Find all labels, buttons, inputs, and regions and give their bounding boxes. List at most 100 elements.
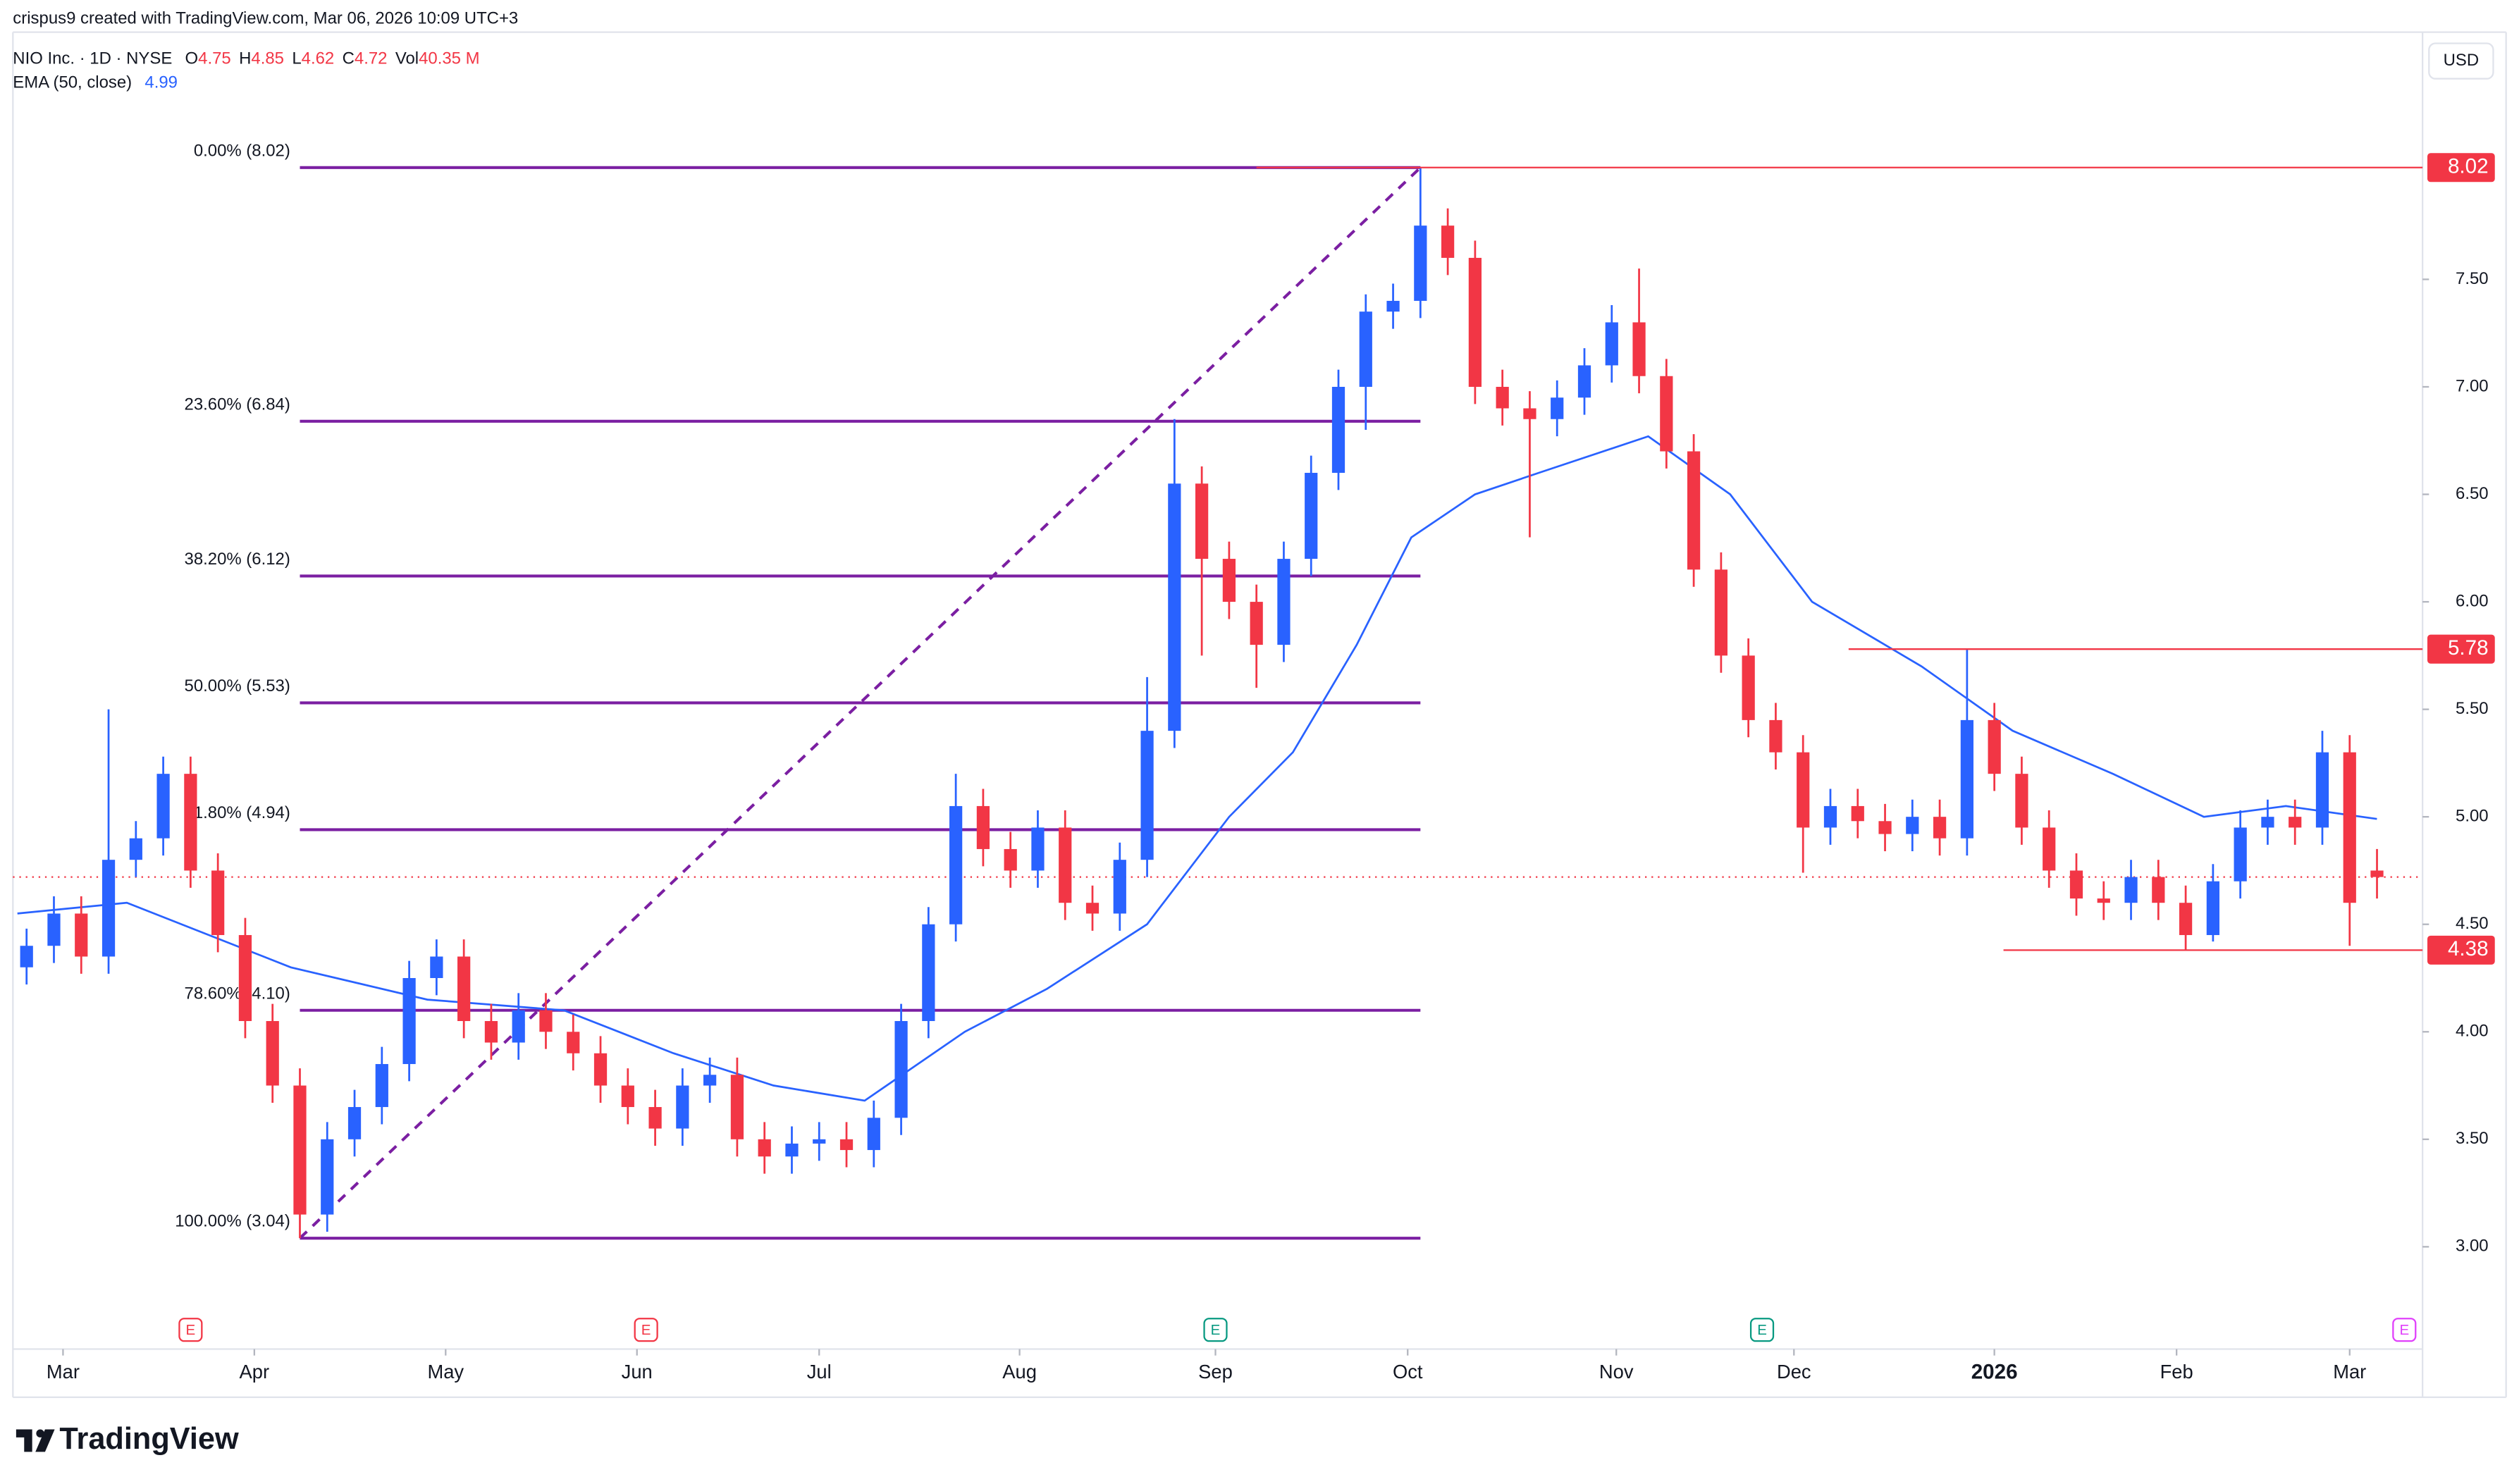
candle-body xyxy=(1851,805,1864,822)
candle-body xyxy=(1386,300,1400,312)
candle-body xyxy=(266,1021,279,1086)
x-tick-label: Dec xyxy=(1777,1361,1811,1383)
event-marker[interactable] xyxy=(1203,1318,1228,1342)
fib-label: 23.60% (6.84) xyxy=(185,395,290,414)
candle-body xyxy=(539,1010,553,1032)
candle-body xyxy=(2315,752,2329,828)
candle-body xyxy=(2015,774,2028,828)
candle-body xyxy=(949,805,963,925)
legend-value: 4.75 xyxy=(198,49,231,68)
x-tick-label: May xyxy=(427,1361,464,1383)
candle-body xyxy=(1823,805,1837,828)
candle-body xyxy=(75,913,88,957)
candle-body xyxy=(293,1085,307,1215)
y-tick-label: 7.00 xyxy=(2456,376,2489,395)
legend-key: H xyxy=(239,49,251,68)
legend-value: 40.35 M xyxy=(419,49,479,68)
candle-body xyxy=(1906,817,1919,834)
x-tick-label: Oct xyxy=(1393,1361,1423,1383)
legend-key: O xyxy=(185,49,199,68)
logo-dot xyxy=(36,1429,44,1437)
candle-body xyxy=(1769,719,1782,753)
x-tick-label: Jul xyxy=(807,1361,832,1383)
candle-body xyxy=(1496,386,1509,409)
currency: USD xyxy=(2444,51,2480,70)
y-tick-label: 6.50 xyxy=(2456,484,2489,503)
candle-body xyxy=(2152,877,2165,903)
x-tick-label: Sep xyxy=(1198,1361,1233,1383)
candle-body xyxy=(1577,365,1591,398)
candle-body xyxy=(47,913,61,946)
candle-body xyxy=(512,1010,525,1043)
candle-body xyxy=(867,1118,880,1151)
candle-body xyxy=(238,934,252,1022)
candle-body xyxy=(402,977,416,1065)
candle-body xyxy=(1113,860,1126,914)
event-marker[interactable] xyxy=(1749,1318,1775,1342)
candle-body xyxy=(1059,827,1072,903)
candle-body xyxy=(1797,752,1810,828)
candle-body xyxy=(2097,898,2110,903)
candle-body xyxy=(1331,386,1345,474)
ema-value: 4.99 xyxy=(144,73,178,92)
fib-label: 50.00% (5.53) xyxy=(185,676,290,695)
candle-body xyxy=(156,774,170,839)
price-label: 8.02 xyxy=(2448,155,2489,178)
x-tick-label: Apr xyxy=(240,1361,270,1383)
candle-body xyxy=(2043,827,2056,871)
event-marker[interactable] xyxy=(178,1318,203,1342)
candle-body xyxy=(730,1075,744,1139)
candle-body xyxy=(129,838,142,860)
x-tick-label: Aug xyxy=(1002,1361,1037,1383)
x-tick-label: Nov xyxy=(1599,1361,1634,1383)
candle-body xyxy=(648,1107,662,1129)
fib-label: 61.80% (4.94) xyxy=(185,803,290,822)
candle-body xyxy=(894,1021,908,1118)
candle-body xyxy=(785,1143,799,1157)
legend-value: 4.62 xyxy=(302,49,335,68)
event-marker[interactable] xyxy=(634,1318,658,1342)
candle-body xyxy=(1414,225,1427,301)
candle-body xyxy=(839,1139,854,1151)
candle-body xyxy=(1305,473,1318,559)
logo: TradingView xyxy=(16,1422,239,1456)
candle-body xyxy=(1632,322,1646,376)
candle-body xyxy=(703,1075,717,1086)
candle-body xyxy=(1441,225,1455,258)
candle-body xyxy=(1523,408,1536,419)
price-label-box xyxy=(2427,153,2495,183)
y-tick-label: 3.00 xyxy=(2456,1237,2489,1256)
candle-body xyxy=(2289,817,2302,828)
candle-body xyxy=(1277,559,1291,645)
candle-body xyxy=(484,1021,498,1043)
trend-line xyxy=(299,166,1422,1239)
legend-value: 4.85 xyxy=(251,49,284,68)
candle-body xyxy=(1004,848,1017,871)
candle-body xyxy=(1551,397,1564,419)
x-tick-label: 2026 xyxy=(1971,1361,2018,1384)
event-marker[interactable] xyxy=(2392,1318,2417,1342)
y-tick-label: 4.00 xyxy=(2456,1022,2489,1041)
candle-body xyxy=(976,805,990,849)
fib-label: 38.20% (6.12) xyxy=(185,550,290,569)
event-label: E xyxy=(1211,1322,1221,1338)
y-tick-label: 3.50 xyxy=(2456,1129,2489,1148)
x-tick-label: Jun xyxy=(622,1361,653,1383)
candle-body xyxy=(1359,311,1372,387)
candle-body xyxy=(20,946,33,967)
event-label: E xyxy=(641,1322,651,1338)
y-tick-label: 6.00 xyxy=(2456,591,2489,610)
candle-body xyxy=(1250,602,1263,645)
fib-label: 100.00% (3.04) xyxy=(175,1212,290,1231)
y-tick-label: 5.00 xyxy=(2456,807,2489,826)
y-tick-label: 5.50 xyxy=(2456,699,2489,718)
candle-body xyxy=(621,1085,634,1108)
candle-body xyxy=(1878,821,1892,834)
candle-body xyxy=(430,956,443,978)
candle-body xyxy=(1031,827,1045,871)
candle-body xyxy=(2370,870,2384,877)
currency-box[interactable] xyxy=(2428,42,2494,80)
legend-line: NIO Inc. · 1D · NYSE O4.75 H4.85 L4.62 C4.72… xyxy=(13,49,479,68)
candle-body xyxy=(1195,483,1209,559)
